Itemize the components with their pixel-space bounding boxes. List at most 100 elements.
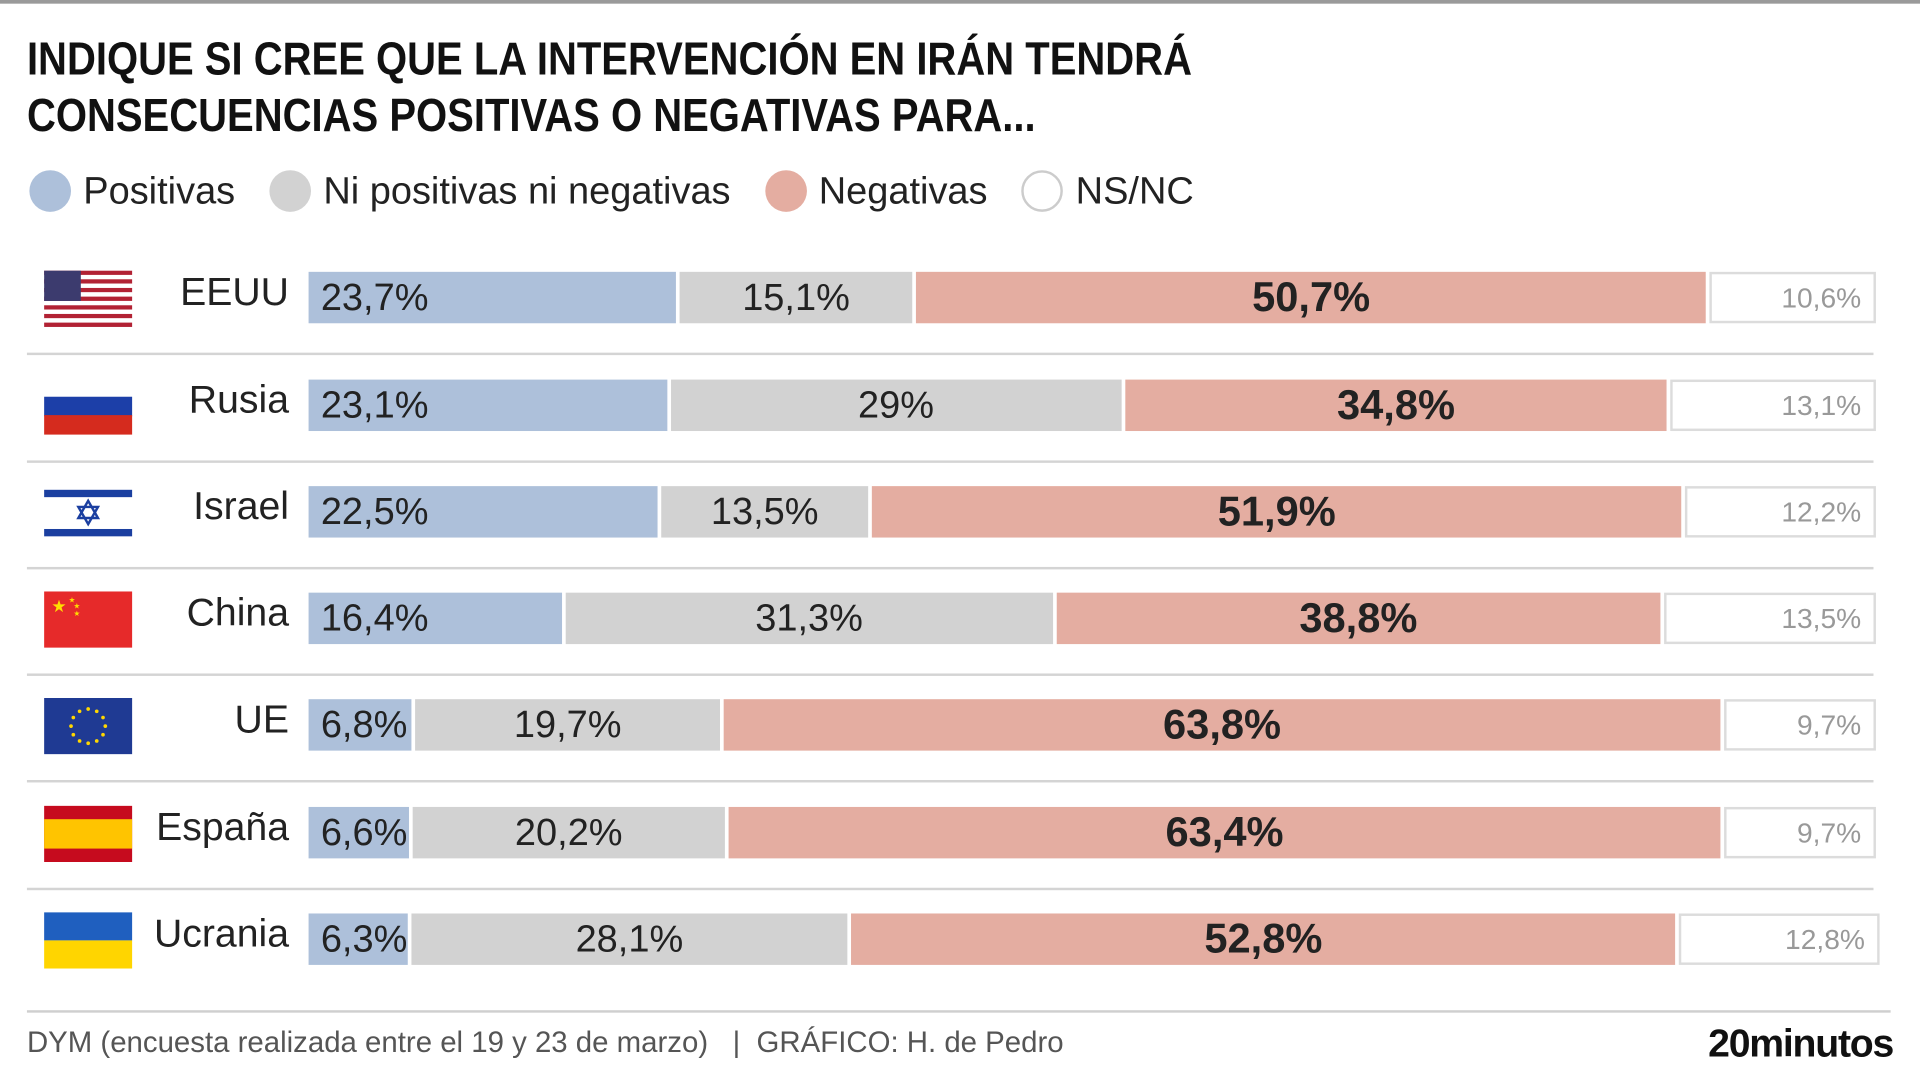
stacked-bar: 23,7% 15,1% 50,7% 10,6% (308, 271, 1876, 324)
svg-text:★: ★ (69, 595, 76, 604)
data-label: 23,1% (320, 383, 429, 427)
bar-row: UE 6,8% 19,7% 63,8% 9,7% (27, 672, 1876, 780)
bar-segment-ns: 9,7% (1723, 806, 1876, 859)
data-label: 6,3% (320, 917, 408, 961)
title-line-2: CONSECUENCIAS POSITIVAS O NEGATIVAS PARA… (26, 90, 1036, 143)
data-label: 51,9% (1217, 487, 1336, 535)
data-label: 50,7% (1252, 273, 1371, 321)
data-label: 52,8% (1204, 915, 1323, 962)
bar-segment-ns: 12,2% (1684, 486, 1876, 538)
bar-segment-ns: 9,7% (1723, 699, 1876, 751)
bar-segment-pos: 22,5% (308, 486, 658, 538)
eu-flag-icon (44, 697, 133, 755)
bar-row: Ucrania 6,3% 28,1% 52,8% 12,8% (27, 887, 1880, 995)
bar-row: Rusia 23,1% 29% 34,8% 13,1% (27, 353, 1876, 461)
title-line-1: INDIQUE SI CREE QUE LA INTERVENCIÓN EN I… (26, 34, 1192, 86)
bar-segment-ns: 13,5% (1664, 592, 1876, 645)
legend-item: NS/NC (1021, 168, 1194, 213)
legend-label: Negativas (818, 168, 988, 212)
spain-flag-icon (44, 805, 133, 863)
data-label: 12,2% (1781, 495, 1862, 528)
bar-segment-neg: 63,8% (723, 699, 1721, 751)
bar-segment-ns: 13,1% (1670, 379, 1876, 432)
data-label: 15,1% (742, 275, 850, 319)
category-label: Israel (193, 483, 289, 528)
legend-label: Positivas (83, 168, 236, 212)
row-divider (26, 673, 1874, 676)
data-label: 6,6% (320, 810, 408, 854)
bar-segment-ns: 12,8% (1678, 913, 1880, 965)
data-label: 20,2% (514, 810, 623, 854)
bar-segment-neg: 38,8% (1056, 592, 1661, 645)
bar-segment-pos: 23,1% (308, 379, 667, 432)
data-label: 6,8% (320, 702, 408, 746)
data-label: 38,8% (1299, 594, 1418, 642)
bar-segment-neu: 19,7% (415, 699, 721, 751)
bar-row: España 6,6% 20,2% 63,4% 9,7% (27, 780, 1876, 888)
data-label: 28,1% (575, 917, 684, 961)
bar-segment-neg: 52,8% (851, 913, 1676, 965)
legend-swatch (1021, 170, 1064, 212)
row-divider (26, 780, 1874, 783)
ukraine-flag-icon (44, 912, 133, 969)
row-divider (26, 887, 1874, 891)
bottom-rule (26, 1010, 1891, 1013)
data-label: 31,3% (755, 596, 863, 640)
category-label: Ucrania (153, 911, 289, 956)
stacked-bar: 6,3% 28,1% 52,8% 12,8% (308, 913, 1880, 965)
legend-item: Positivas (29, 169, 235, 213)
data-label: 13,1% (1781, 388, 1862, 421)
israel-flag-icon (44, 484, 133, 542)
row-divider (26, 566, 1874, 570)
data-label: 63,8% (1163, 701, 1282, 748)
bar-segment-neg: 51,9% (872, 486, 1682, 538)
data-label: 12,8% (1785, 922, 1865, 955)
stacked-bar: 23,1% 29% 34,8% 13,1% (308, 379, 1876, 432)
legend-swatch (764, 170, 807, 212)
category-label: UE (234, 696, 289, 741)
category-label: China (186, 590, 289, 635)
data-label: 63,4% (1165, 808, 1284, 856)
category-label: España (156, 804, 289, 849)
data-label: 10,6% (1781, 281, 1862, 313)
data-label: 34,8% (1337, 381, 1456, 428)
stacked-bar: 16,4% 31,3% 38,8% 13,5% (308, 592, 1876, 645)
legend-item: Ni positivas ni negativas (269, 169, 731, 213)
data-label: 23,7% (320, 275, 429, 319)
bar-segment-neg: 50,7% (916, 271, 1707, 324)
bar-segment-neu: 29% (670, 379, 1122, 432)
bar-segment-ns: 10,6% (1709, 271, 1876, 324)
data-label: 9,7% (1796, 708, 1862, 741)
bar-segment-neg: 34,8% (1125, 379, 1667, 432)
brand-logo: 20minutos (1708, 1021, 1894, 1066)
data-label: 13,5% (1781, 601, 1862, 634)
stacked-bar: 6,6% 20,2% 63,4% 9,7% (308, 806, 1876, 859)
svg-text:★: ★ (51, 596, 66, 616)
bar-segment-neu: 20,2% (412, 806, 726, 859)
bar-row: ★ ★ ★ ★ China 16,4% 31,3% 38,8% 13,5% (27, 566, 1876, 674)
bar-segment-neu: 28,1% (411, 913, 848, 965)
legend-label: NS/NC (1075, 168, 1194, 212)
bar-segment-pos: 6,8% (308, 699, 412, 751)
legend-swatch (269, 170, 312, 212)
data-label: 19,7% (513, 702, 622, 746)
bar-segment-neg: 63,4% (729, 806, 1721, 859)
top-rule (0, 0, 1920, 4)
bar-segment-pos: 6,6% (308, 806, 409, 859)
bar-row: Israel 22,5% 13,5% 51,9% 12,2% (27, 459, 1876, 567)
bar-segment-neu: 31,3% (565, 592, 1053, 645)
stacked-bar: 6,8% 19,7% 63,8% 9,7% (308, 699, 1876, 751)
data-label: 9,7% (1797, 816, 1862, 848)
data-label: 16,4% (320, 596, 429, 640)
data-label: 13,5% (710, 489, 819, 533)
category-label: EEUU (180, 269, 289, 314)
row-divider (26, 352, 1874, 356)
svg-text:★: ★ (73, 609, 80, 618)
us-flag-icon (44, 270, 133, 327)
legend: Positivas Ni positivas ni negativas Negati… (29, 169, 1228, 213)
row-divider (26, 460, 1874, 463)
data-label: 29% (858, 383, 935, 427)
bar-segment-neu: 13,5% (660, 486, 869, 538)
bar-segment-pos: 16,4% (308, 592, 562, 645)
